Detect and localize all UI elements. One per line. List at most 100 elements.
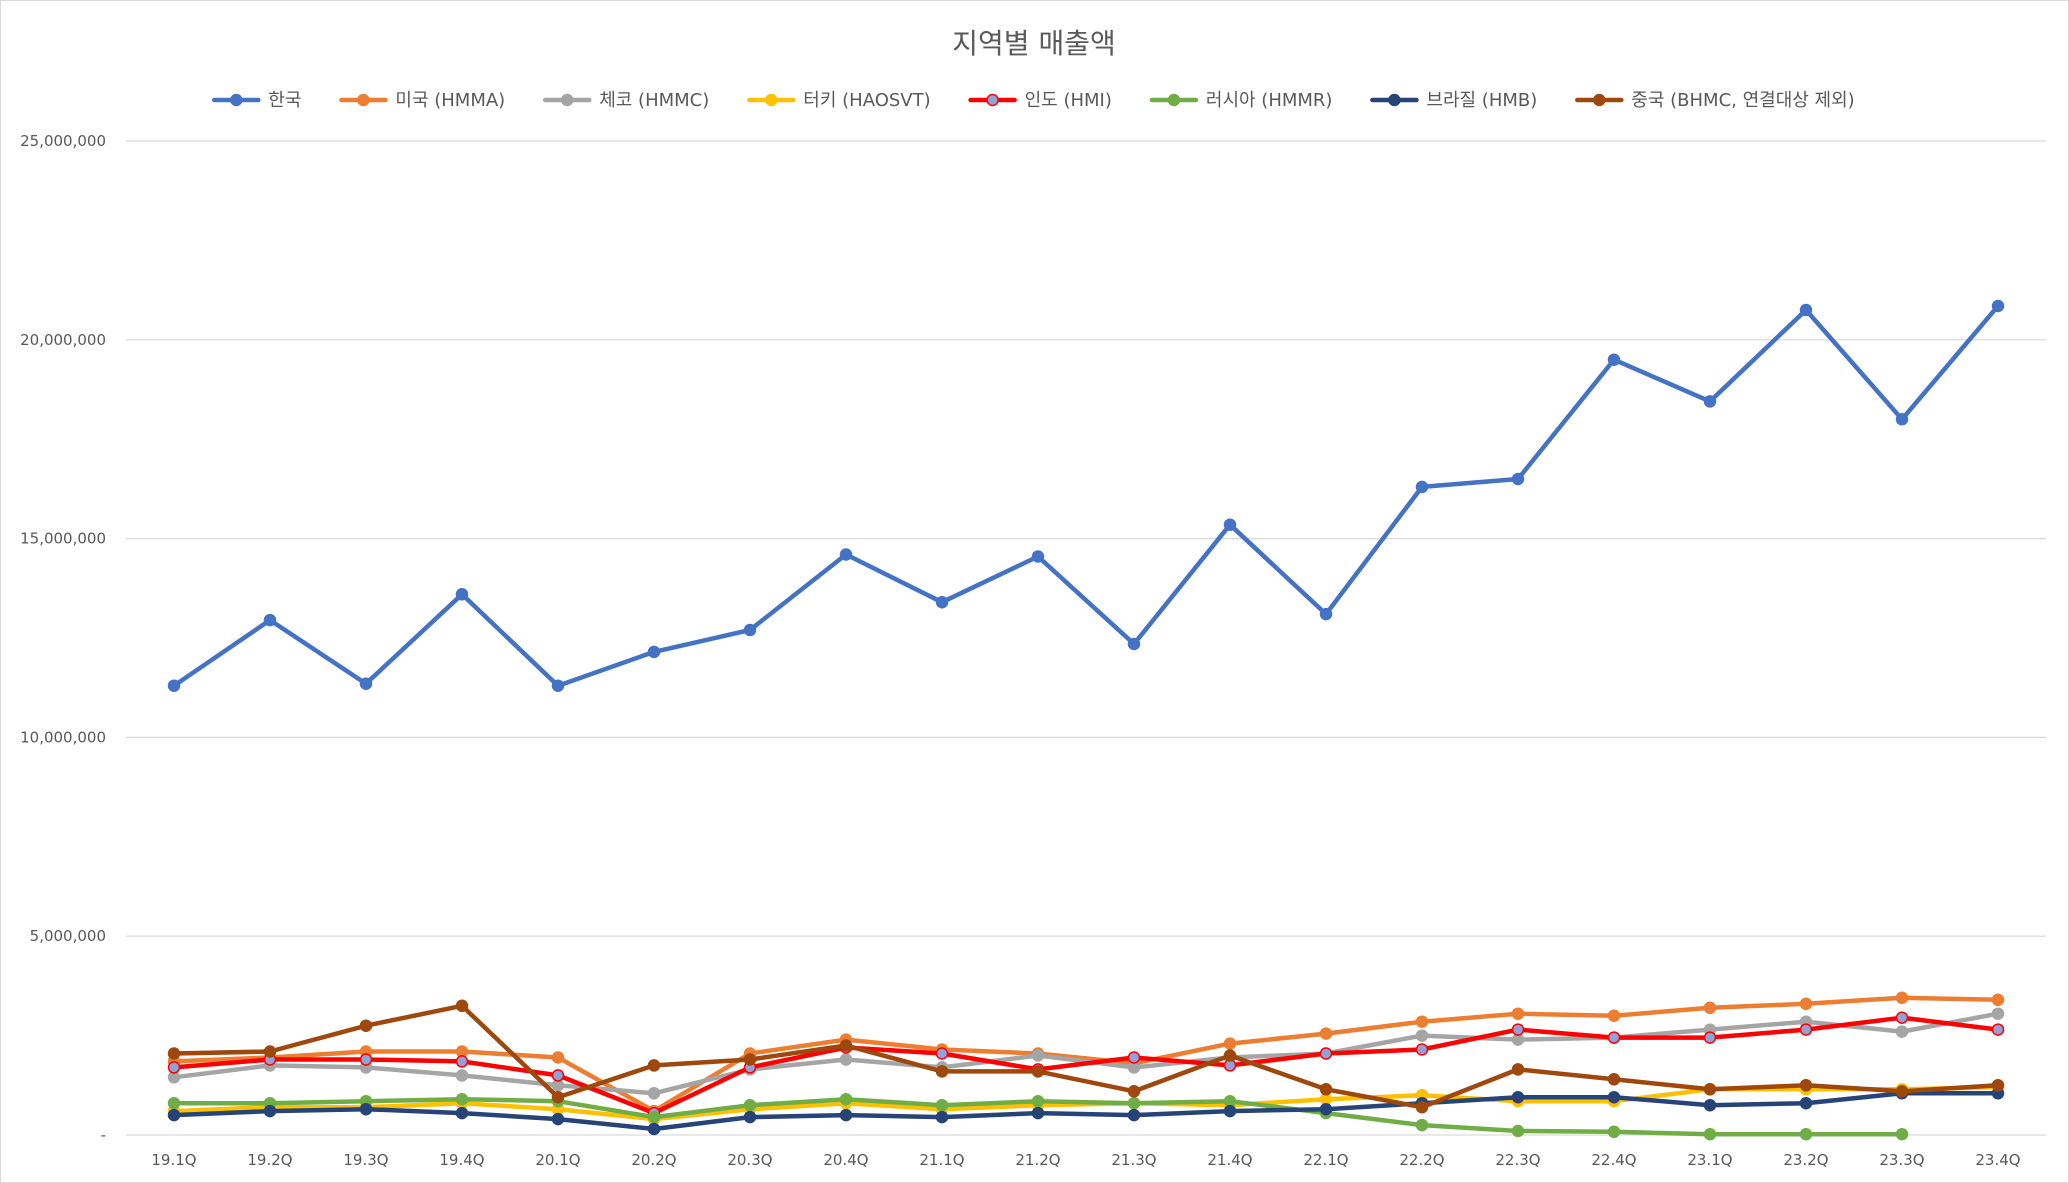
data-point bbox=[743, 1053, 757, 1066]
data-point bbox=[1511, 1124, 1525, 1138]
data-point bbox=[743, 623, 757, 637]
data-point bbox=[1799, 303, 1813, 317]
x-tick-label: 21.2Q bbox=[1015, 1151, 1060, 1169]
data-point bbox=[455, 588, 469, 601]
data-point bbox=[263, 613, 277, 627]
data-point bbox=[1895, 1011, 1909, 1024]
legend-item: 러시아 (HMMR) bbox=[1149, 90, 1333, 111]
legend-label: 인도 (HMI) bbox=[1025, 90, 1112, 111]
data-point bbox=[1319, 607, 1333, 621]
data-point bbox=[1799, 1096, 1813, 1110]
x-tick-label: 23.3Q bbox=[1879, 1151, 1924, 1169]
data-point bbox=[1799, 1023, 1813, 1036]
data-point bbox=[1223, 1049, 1237, 1062]
data-point bbox=[1415, 1029, 1429, 1042]
legend-item: 체코 (HMMC) bbox=[542, 90, 709, 111]
data-point bbox=[1511, 1063, 1525, 1076]
data-point bbox=[1511, 1090, 1525, 1104]
series-8 bbox=[167, 999, 2005, 1114]
legend-label: 러시아 (HMMR) bbox=[1206, 90, 1333, 111]
data-point bbox=[935, 1065, 949, 1078]
legend-label: 브라질 (HMB) bbox=[1426, 90, 1537, 111]
y-tick-label: 20,000,000 bbox=[20, 331, 106, 349]
x-tick-label: 21.3Q bbox=[1111, 1151, 1156, 1169]
x-tick-label: 23.1Q bbox=[1687, 1151, 1732, 1169]
x-tick-label: 22.3Q bbox=[1495, 1151, 1540, 1169]
series-line bbox=[171, 303, 2001, 688]
data-point bbox=[359, 677, 373, 690]
data-point bbox=[1511, 472, 1525, 486]
data-point bbox=[1223, 518, 1237, 531]
data-point bbox=[359, 1102, 373, 1116]
y-tick-label: 10,000,000 bbox=[20, 728, 106, 746]
data-point bbox=[647, 1110, 661, 1124]
data-point bbox=[1415, 1043, 1429, 1056]
legend-swatch-marker bbox=[986, 93, 999, 107]
legend-swatch-marker bbox=[1388, 93, 1401, 107]
x-tick-label: 22.1Q bbox=[1303, 1151, 1348, 1169]
x-tick-label: 20.4Q bbox=[823, 1151, 868, 1169]
data-point bbox=[1031, 1106, 1045, 1120]
legend-item: 브라질 (HMB) bbox=[1370, 90, 1537, 111]
data-point bbox=[551, 1112, 565, 1126]
data-point bbox=[1223, 1037, 1237, 1050]
data-point bbox=[1415, 1100, 1429, 1114]
legend-item: 한국 bbox=[212, 90, 301, 111]
x-tick-label: 20.3Q bbox=[727, 1151, 772, 1169]
y-tick-label: 15,000,000 bbox=[20, 530, 106, 548]
legend-label: 체코 (HMMC) bbox=[599, 90, 709, 111]
legend-swatch-marker bbox=[230, 93, 243, 107]
y-tick-label: - bbox=[101, 1126, 106, 1144]
data-point bbox=[1607, 1009, 1621, 1022]
legend-item: 터키 (HAOSVT) bbox=[747, 90, 931, 111]
x-tick-label: 19.3Q bbox=[343, 1151, 388, 1169]
data-point bbox=[1607, 1090, 1621, 1104]
data-point bbox=[1991, 1079, 2005, 1092]
data-point bbox=[743, 1110, 757, 1124]
data-point bbox=[167, 1061, 181, 1074]
x-tick-label: 21.4Q bbox=[1207, 1151, 1252, 1169]
series-7 bbox=[167, 1087, 2005, 1136]
data-point bbox=[1415, 1118, 1429, 1132]
data-point bbox=[647, 1087, 661, 1100]
data-point bbox=[1703, 1031, 1717, 1044]
legend-swatch-marker bbox=[560, 93, 574, 107]
series-line bbox=[171, 1015, 2001, 1116]
data-point bbox=[1991, 1007, 2005, 1020]
data-point bbox=[839, 1053, 853, 1066]
data-point bbox=[455, 1106, 469, 1120]
data-point bbox=[263, 1104, 277, 1118]
data-point bbox=[167, 1096, 181, 1110]
data-point bbox=[839, 1039, 853, 1052]
data-point bbox=[1895, 1025, 1909, 1038]
series-line bbox=[171, 1091, 2001, 1132]
x-tick-label: 23.2Q bbox=[1783, 1151, 1828, 1169]
data-point bbox=[1703, 395, 1717, 408]
data-point bbox=[455, 1069, 469, 1082]
x-tick-label: 22.2Q bbox=[1399, 1151, 1444, 1169]
legend-swatch-marker bbox=[1593, 93, 1606, 107]
data-point bbox=[647, 1059, 661, 1072]
legend-item: 인도 (HMI) bbox=[968, 90, 1112, 111]
data-point bbox=[935, 1047, 949, 1060]
legend-label: 미국 (HMMA) bbox=[395, 90, 505, 111]
legend: 한국 미국 (HMMA) 체코 (HMMC) 터키 (HAOSVT) 인도 (HMI) 러… bbox=[212, 90, 1855, 111]
data-point bbox=[1127, 1096, 1141, 1110]
data-point bbox=[839, 1092, 853, 1106]
data-point bbox=[743, 1098, 757, 1112]
data-point bbox=[1895, 1085, 1909, 1098]
data-point bbox=[1127, 1051, 1141, 1064]
data-point bbox=[1031, 550, 1045, 563]
data-point bbox=[935, 1110, 949, 1124]
legend-item: 미국 (HMMA) bbox=[339, 90, 505, 111]
legend-item: 중국 (BHMC, 연결대상 제외) bbox=[1575, 90, 1855, 111]
series-layer bbox=[167, 299, 2005, 1141]
data-point bbox=[1991, 1023, 2005, 1036]
data-point bbox=[1991, 299, 2005, 313]
data-point bbox=[1991, 993, 2005, 1007]
data-point bbox=[1511, 1023, 1525, 1036]
legend-swatch-marker bbox=[765, 93, 778, 107]
series-line bbox=[171, 995, 2001, 1114]
x-tick-label: 19.1Q bbox=[151, 1151, 196, 1169]
